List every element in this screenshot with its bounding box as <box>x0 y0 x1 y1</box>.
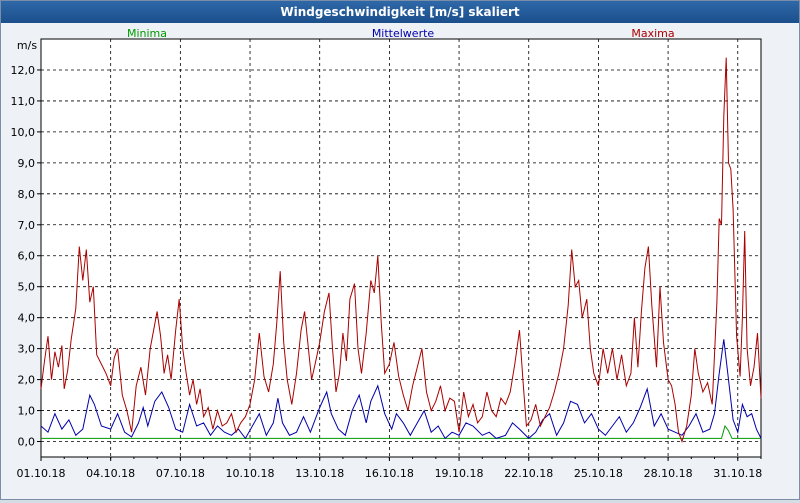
y-tick-label: 9,0 <box>18 157 36 170</box>
x-tick-label: 25.10.18 <box>574 467 623 480</box>
x-tick-label: 10.10.18 <box>226 467 275 480</box>
y-tick-label: 12,0 <box>11 64 36 77</box>
chart-title: Windgeschwindigkeit [m/s] skaliert <box>1 1 799 23</box>
series-line-mittelwerte <box>40 339 762 440</box>
legend-entry-maxima: Maxima <box>631 27 674 40</box>
x-tick-label: 04.10.18 <box>86 467 135 480</box>
y-tick-label: 10,0 <box>11 126 36 139</box>
legend-entry-mittelwerte: Mittelwerte <box>372 27 435 40</box>
x-tick-label: 16.10.18 <box>365 467 414 480</box>
y-axis-label: m/s <box>17 39 37 52</box>
y-tick-label: 4,0 <box>18 312 36 325</box>
x-tick-label: 22.10.18 <box>504 467 553 480</box>
x-tick-label: 31.10.18 <box>713 467 762 480</box>
legend-entry-minima: Minima <box>127 27 167 40</box>
x-tick-label: 13.10.18 <box>295 467 344 480</box>
x-tick-label: 01.10.18 <box>17 467 66 480</box>
chart-area: 0,0 1,0 2,0 3,0 4,0 5,0 6,0 7,0 8,0 9,0 10,0 11,0 12… <box>1 23 799 499</box>
x-tick-label: 28.10.18 <box>644 467 693 480</box>
series-line-maxima <box>40 57 762 444</box>
wind-speed-chart: 0,0 1,0 2,0 3,0 4,0 5,0 6,0 7,0 8,0 9,0 10,0 11,0 12… <box>11 27 763 480</box>
y-tick-label: 6,0 <box>18 250 36 263</box>
y-tick-label: 2,0 <box>18 374 36 387</box>
x-tick-label: 07.10.18 <box>156 467 205 480</box>
y-tick-label: 1,0 <box>18 405 36 418</box>
y-tick-label: 0,0 <box>18 436 36 449</box>
series-line-minima <box>41 424 761 439</box>
y-tick-label: 8,0 <box>18 188 36 201</box>
x-tick-label: 19.10.18 <box>435 467 484 480</box>
y-tick-label: 7,0 <box>18 219 36 232</box>
y-tick-label: 3,0 <box>18 343 36 356</box>
y-tick-label: 11,0 <box>11 95 36 108</box>
y-tick-label: 5,0 <box>18 281 36 294</box>
plot-background <box>40 38 762 458</box>
